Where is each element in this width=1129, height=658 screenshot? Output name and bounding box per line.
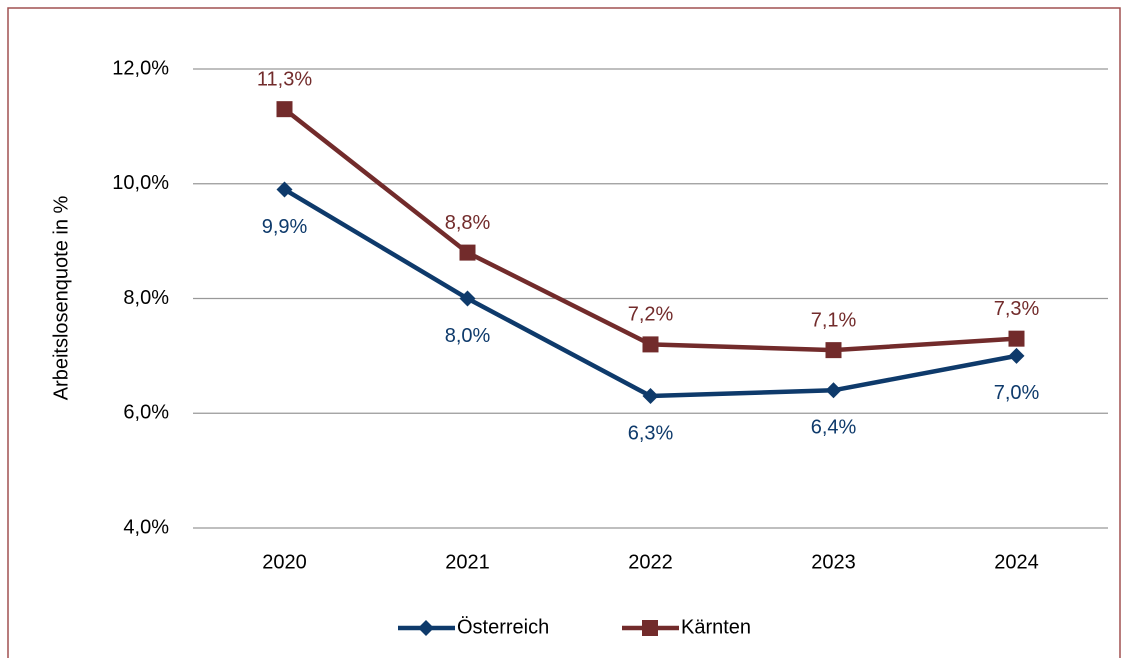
y-tick-label: 4,0%: [123, 516, 169, 538]
y-tick-label: 8,0%: [123, 287, 169, 309]
legend-label: Österreich: [457, 616, 549, 638]
y-tick-label: 12,0%: [112, 57, 169, 79]
x-tick-label: 2024: [994, 551, 1039, 573]
data-label: 8,8%: [445, 212, 491, 234]
y-axis-title: Arbeitslosenquote in %: [50, 196, 72, 401]
x-tick-label: 2023: [811, 551, 856, 573]
line: [283, 187, 1017, 399]
point: [459, 244, 476, 261]
point: [825, 382, 842, 399]
x-tick-label: 2020: [262, 551, 307, 573]
data-label: 7,1%: [811, 309, 857, 331]
point: [276, 181, 293, 198]
data-label: 7,0%: [994, 382, 1040, 404]
x-tick-label: 2022: [628, 551, 673, 573]
data-label: 7,2%: [628, 304, 674, 326]
data-label: 6,3%: [628, 422, 674, 444]
point: [1008, 330, 1025, 347]
legend-marker: [418, 620, 434, 636]
point: [1008, 347, 1025, 364]
data-label: 11,3%: [257, 68, 312, 90]
legend-marker: [642, 620, 658, 636]
point: [642, 336, 659, 353]
data-label: 9,9%: [262, 216, 308, 238]
point: [825, 342, 842, 359]
point: [276, 101, 293, 118]
data-label: 6,4%: [811, 417, 857, 439]
point: [642, 388, 659, 405]
data-label: 7,3%: [994, 298, 1040, 320]
x-tick-label: 2021: [445, 551, 490, 573]
point: [459, 290, 476, 307]
legend-label: Kärnten: [681, 616, 751, 638]
chart-border: [7, 7, 1121, 658]
y-tick-label: 6,0%: [123, 402, 169, 424]
data-label: 8,0%: [445, 325, 491, 347]
y-tick-label: 10,0%: [112, 172, 169, 194]
